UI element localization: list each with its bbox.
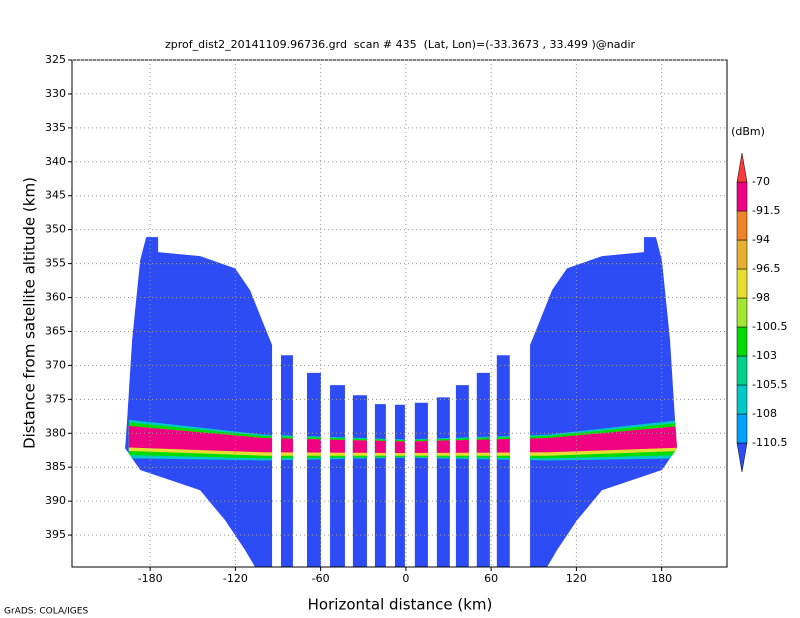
chart-title: zprof_dist2_20141109.96736.grd scan # 43… — [165, 38, 636, 51]
colorbar-segment — [736, 413, 748, 444]
colorbar-segment — [736, 268, 748, 299]
x-tick-label: -180 — [138, 572, 163, 585]
y-tick-label: 375 — [45, 392, 66, 405]
y-tick-label: 395 — [45, 528, 66, 541]
y-tick-label: 350 — [45, 223, 66, 236]
colorbar-segment — [736, 384, 748, 415]
x-tick-label: 60 — [484, 572, 498, 585]
echo-region — [374, 404, 386, 567]
y-tick-label: 360 — [45, 291, 66, 304]
echo-region — [125, 237, 273, 567]
x-tick-label: 180 — [651, 572, 672, 585]
y-tick-label: 330 — [45, 87, 66, 100]
colorbar-label: -96.5 — [752, 262, 780, 275]
y-tick-label: 355 — [45, 257, 66, 270]
x-tick-label: 0 — [402, 572, 409, 585]
x-axis-label: Horizontal distance (km) — [308, 596, 493, 614]
echo-band — [128, 425, 677, 453]
echo-region — [307, 372, 321, 567]
x-tick-label: -60 — [312, 572, 330, 585]
colorbar-segment — [736, 326, 748, 357]
echo-region — [496, 355, 510, 567]
field — [125, 237, 677, 567]
y-tick-label: 340 — [45, 155, 66, 168]
colorbar-segment — [736, 210, 748, 241]
colorbar-label: -103 — [752, 349, 777, 362]
y-tick-label: 345 — [45, 189, 66, 202]
colorbar-label: -100.5 — [752, 320, 787, 333]
echo-region — [476, 372, 490, 567]
y-tick-label: 325 — [45, 53, 66, 66]
colorbar-segment — [736, 355, 748, 386]
y-axis-label: Distance from satellite altitude (km) — [21, 177, 39, 449]
y-tick-label: 370 — [45, 358, 66, 371]
echo-region — [436, 397, 450, 567]
colorbar-label: -70 — [752, 175, 770, 188]
y-tick-label: 380 — [45, 426, 66, 439]
colorbar-segment — [736, 239, 748, 270]
credit: GrADS: COLA/IGES — [4, 607, 88, 617]
y-tick-label: 335 — [45, 121, 66, 134]
echo-region — [330, 385, 345, 567]
echo-region — [352, 395, 367, 567]
colorbar-title: (dBm) — [731, 125, 765, 138]
x-tick-label: 120 — [566, 572, 587, 585]
colorbar-label: -98 — [752, 291, 770, 304]
echo-region — [455, 385, 469, 567]
plot-frame — [71, 59, 728, 568]
echo-region — [414, 402, 428, 567]
colorbar-label: -110.5 — [752, 436, 787, 449]
x-tick-label: -120 — [223, 572, 248, 585]
colorbar-segment — [736, 297, 748, 328]
y-tick-label: 390 — [45, 494, 66, 507]
echo-region — [281, 355, 293, 567]
y-tick-label: 385 — [45, 460, 66, 473]
colorbar-label: -94 — [752, 233, 770, 246]
colorbar-segment — [736, 181, 748, 212]
echo-region — [530, 237, 677, 567]
colorbar-label: -91.5 — [752, 204, 780, 217]
colorbar-high — [736, 152, 748, 183]
colorbar-label: -108 — [752, 407, 777, 420]
echo-region — [394, 404, 405, 567]
colorbar-low — [736, 442, 748, 473]
y-tick-label: 365 — [45, 324, 66, 337]
colorbar-label: -105.5 — [752, 378, 787, 391]
